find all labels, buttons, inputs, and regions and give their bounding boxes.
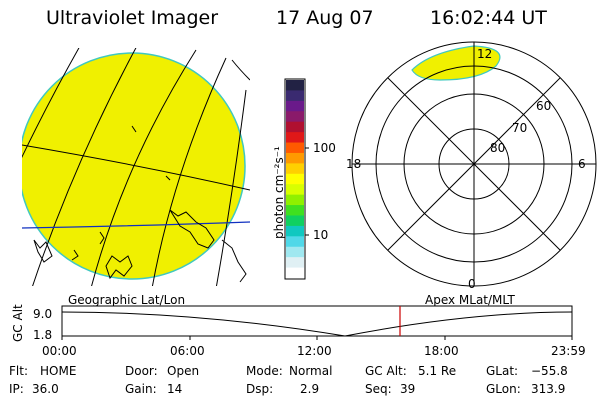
mlat-label-70: 70 bbox=[512, 121, 528, 135]
geographic-map bbox=[22, 48, 250, 286]
glat-label: GLat: bbox=[486, 364, 519, 378]
auroral-emission bbox=[411, 45, 501, 81]
mlt-label-18: 18 bbox=[346, 157, 362, 171]
mlat-label-80: 80 bbox=[490, 141, 506, 155]
colorbar-segment bbox=[286, 225, 304, 237]
polar-plot bbox=[351, 41, 597, 287]
dsp-label: Dsp: bbox=[246, 382, 274, 396]
colorbar-segment bbox=[286, 257, 304, 269]
door-value: Open bbox=[167, 364, 200, 378]
colorbar-segment bbox=[286, 246, 304, 258]
flt-value: HOME bbox=[40, 364, 77, 378]
colorbar-segment bbox=[286, 205, 304, 217]
orbit-xtick-1800: 18:00 bbox=[424, 344, 459, 358]
instrument-title: Ultraviolet Imager bbox=[46, 7, 219, 29]
orbit-xtick-1200: 12:00 bbox=[297, 344, 332, 358]
gain-label: Gain: bbox=[125, 382, 157, 396]
mlt-label-6: 6 bbox=[578, 157, 586, 171]
mlat-label-60: 60 bbox=[536, 99, 552, 113]
orbit-xtick-2359: 23:59 bbox=[551, 344, 586, 358]
orbit-ylabel: GC Alt bbox=[11, 304, 25, 342]
gain-value: 14 bbox=[167, 382, 183, 396]
ip-value: 36.0 bbox=[32, 382, 59, 396]
colorbar-segment bbox=[286, 215, 304, 227]
colorbar-segment bbox=[286, 100, 304, 112]
colorbar-segment bbox=[286, 132, 304, 144]
altitude-curve bbox=[61, 311, 573, 337]
colorbar-tick-label-10: 10 bbox=[313, 228, 329, 242]
colorbar-segment bbox=[286, 152, 304, 164]
seq-value: 39 bbox=[400, 382, 416, 396]
glat-value: −55.8 bbox=[531, 364, 568, 378]
colorbar bbox=[284, 78, 309, 280]
colorbar-segment bbox=[286, 80, 304, 92]
seq-label: Seq: bbox=[365, 382, 392, 396]
door-label: Door: bbox=[125, 364, 158, 378]
colorbar-segment bbox=[286, 173, 304, 185]
orbit-ytick-1-8: 1.8 bbox=[33, 328, 53, 342]
orbit-plot bbox=[61, 305, 573, 340]
gcalt-value: 5.1 Re bbox=[418, 364, 457, 378]
orbit-xtick-0000: 00:00 bbox=[42, 344, 77, 358]
colorbar-unit-label: photon cm⁻²s⁻¹ bbox=[272, 146, 286, 239]
colorbar-segment bbox=[286, 90, 304, 102]
mlt-label-0: 0 bbox=[468, 277, 476, 291]
orbit-xtick-0600: 06:00 bbox=[170, 344, 205, 358]
date-label: 17 Aug 07 bbox=[276, 7, 374, 29]
mode-label: Mode: bbox=[246, 364, 283, 378]
mlt-label-12: 12 bbox=[477, 47, 493, 61]
earth-disk bbox=[22, 52, 246, 280]
colorbar-segment bbox=[286, 111, 304, 123]
colorbar-frame bbox=[284, 78, 306, 280]
glon-value: 313.9 bbox=[531, 382, 566, 396]
colorbar-segment bbox=[286, 236, 304, 248]
mode-value: Normal bbox=[289, 364, 333, 378]
gcalt-label: GC Alt: bbox=[365, 364, 407, 378]
polar-panel-label: Apex MLat/MLT bbox=[425, 293, 515, 307]
colorbar-tick-label-100: 100 bbox=[313, 141, 336, 155]
orbit-ytick-9: 9.0 bbox=[33, 307, 53, 321]
colorbar-segment bbox=[286, 194, 304, 206]
geographic-panel-label: Geographic Lat/Lon bbox=[68, 293, 186, 307]
time-label: 16:02:44 UT bbox=[430, 7, 547, 29]
colorbar-segment bbox=[286, 163, 304, 175]
ip-label: IP: bbox=[9, 382, 24, 396]
colorbar-segment bbox=[286, 142, 304, 154]
dsp-value: 2.9 bbox=[300, 382, 320, 396]
colorbar-segment bbox=[286, 184, 304, 196]
glon-label: GLon: bbox=[486, 382, 521, 396]
colorbar-segment bbox=[286, 121, 304, 133]
flt-label: Flt: bbox=[9, 364, 28, 378]
colorbar-segment bbox=[286, 267, 304, 279]
